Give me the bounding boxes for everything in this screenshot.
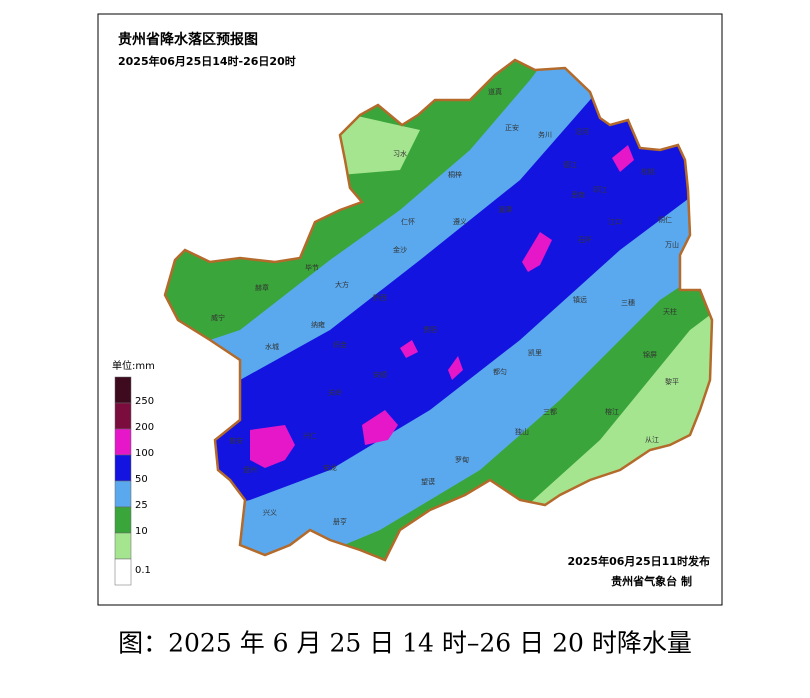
legend-swatch — [114, 428, 132, 456]
legend-swatch — [114, 532, 132, 560]
place-name: 湄潭 — [498, 205, 512, 214]
place-name: 兴义 — [263, 508, 277, 517]
place-name: 万山 — [665, 240, 679, 249]
place-name: 桐梓 — [448, 170, 462, 179]
legend-swatch — [114, 558, 132, 586]
legend-label: 100 — [135, 448, 154, 459]
legend-label: 50 — [135, 474, 148, 485]
legend-label: 25 — [135, 500, 148, 511]
labels: 贵州省降水落区预报图 2025年06月25日14时-26日20时 单位:mm 2… — [112, 31, 710, 658]
place-name: 赫章 — [255, 283, 269, 292]
legend-label: 200 — [135, 422, 154, 433]
place-name: 江口 — [608, 218, 622, 226]
legend-unit: 单位:mm — [112, 359, 155, 372]
place-name: 铜仁 — [658, 215, 672, 224]
place-name: 锦屏 — [643, 350, 657, 359]
place-name: 镇远 — [573, 295, 587, 304]
issuer: 贵州省气象台 制 — [611, 574, 692, 588]
legend-swatch — [114, 506, 132, 534]
place-name: 普安 — [229, 436, 243, 445]
place-name: 安龙 — [323, 463, 337, 472]
place-name: 沿河 — [575, 127, 589, 136]
place-name: 正安 — [505, 123, 519, 132]
place-name: 都匀 — [493, 367, 507, 376]
map-subtitle: 2025年06月25日14时-26日20时 — [118, 54, 296, 68]
place-name: 德江 — [563, 160, 577, 169]
place-name: 从江 — [645, 436, 659, 444]
place-name: 印江 — [593, 186, 607, 194]
legend-swatch — [114, 376, 132, 404]
place-name: 天柱 — [663, 307, 677, 316]
place-name: 安顺 — [373, 370, 387, 379]
place-name: 务川 — [538, 130, 552, 139]
map-title: 贵州省降水落区预报图 — [118, 31, 258, 48]
place-name: 遵义 — [453, 217, 467, 226]
place-name: 关岭 — [328, 388, 342, 397]
place-name: 纳雍 — [311, 320, 325, 329]
place-name: 三穗 — [621, 298, 635, 307]
legend-swatch — [114, 454, 132, 482]
place-name: 织金 — [333, 340, 347, 349]
place-name: 贵阳 — [423, 325, 437, 334]
place-name: 望谟 — [421, 477, 435, 486]
place-name: 仁怀 — [401, 217, 415, 226]
legend-label: 250 — [135, 396, 154, 407]
caption: 图：2025 年 6 月 25 日 14 时–26 日 20 时降水量 — [118, 629, 692, 658]
place-name: 独山 — [515, 427, 529, 436]
place-name: 金沙 — [393, 245, 407, 254]
place-name: 水城 — [265, 342, 279, 351]
place-name: 毕节 — [305, 263, 319, 272]
place-name: 黔西 — [373, 293, 387, 302]
place-name: 盘州 — [243, 465, 257, 474]
place-name: 罗甸 — [455, 455, 469, 464]
legend-swatch — [114, 402, 132, 430]
place-name: 习水 — [393, 149, 407, 158]
place-name: 松桃 — [641, 167, 655, 176]
issue-time: 2025年06月25日11时发布 — [567, 554, 710, 568]
place-name: 册亨 — [333, 517, 347, 526]
place-name: 兴仁 — [303, 431, 317, 440]
place-name: 石阡 — [578, 235, 592, 244]
place-name: 三都 — [543, 408, 557, 416]
place-name: 思南 — [571, 190, 585, 199]
place-name: 威宁 — [211, 313, 225, 322]
place-name: 榕江 — [605, 407, 619, 416]
legend-swatch — [114, 480, 132, 508]
place-name: 大方 — [335, 280, 349, 289]
legend-label: 0.1 — [135, 565, 151, 576]
place-name: 黎平 — [665, 377, 679, 386]
legend-label: 10 — [135, 526, 148, 537]
place-name: 凯里 — [528, 348, 542, 357]
legend: 250 200 100 50 25 10 0.1 — [114, 376, 154, 586]
place-name: 道真 — [488, 87, 502, 96]
